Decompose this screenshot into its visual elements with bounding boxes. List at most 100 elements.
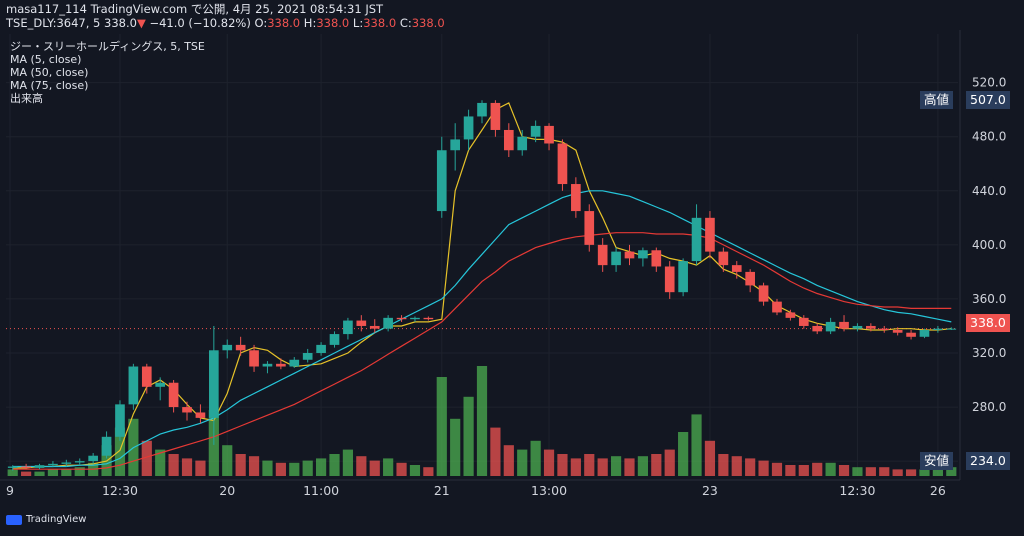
candle-body xyxy=(906,332,916,337)
candle-body xyxy=(302,352,313,360)
price-change: −41.0 (−10.82%) xyxy=(149,16,251,30)
candle-body xyxy=(383,317,393,329)
volume-bar xyxy=(476,366,488,476)
time-scale xyxy=(0,480,960,502)
candle-body xyxy=(678,261,688,293)
candle-body xyxy=(289,359,300,367)
candles xyxy=(7,100,957,471)
tradingview-logo-icon xyxy=(6,514,22,525)
volume-bar xyxy=(651,454,662,476)
volume-bar xyxy=(946,467,957,476)
volume-bar xyxy=(691,414,702,476)
x-tick-label: 11:00 xyxy=(303,483,339,498)
volume-bar xyxy=(624,458,635,476)
candle-body xyxy=(651,250,662,267)
volume-bar xyxy=(262,460,273,476)
volume-bar xyxy=(21,471,32,476)
volume-bar xyxy=(678,432,689,476)
candle-body xyxy=(34,465,45,468)
candle-body xyxy=(571,184,581,212)
volume-bar xyxy=(838,465,850,476)
high-label: H: xyxy=(303,16,317,30)
candle-body xyxy=(450,139,461,151)
low-label-tag: 安値 xyxy=(920,452,954,470)
candle-body xyxy=(477,102,487,117)
candle-body xyxy=(624,251,635,259)
volume-bar xyxy=(74,467,85,476)
candle-body xyxy=(785,312,796,318)
candle-body xyxy=(490,102,501,130)
tradingview-logo[interactable]: TradingView xyxy=(6,514,86,525)
volume-bar xyxy=(289,462,300,476)
candle-body xyxy=(182,407,192,413)
volume-bar xyxy=(664,449,675,476)
volume-bar xyxy=(570,458,581,476)
volume-bar xyxy=(905,469,917,476)
candle-body xyxy=(597,244,608,266)
volume-bar xyxy=(356,456,367,476)
candle-body xyxy=(812,325,823,332)
y-tick-label: 400.0 xyxy=(972,238,1006,252)
volume-bar xyxy=(517,449,528,476)
candle-body xyxy=(879,328,890,331)
candle-body xyxy=(933,328,943,331)
volume-bar xyxy=(396,462,407,476)
candle-body xyxy=(758,285,769,302)
last-price-tag: 338.0 xyxy=(966,314,1010,332)
ohlc-line: TSE_DLY:3647, 5 338.0▼ −41.0 (−10.82%) O… xyxy=(6,16,445,30)
legend-ma5[interactable]: MA (5, close) xyxy=(10,53,82,66)
candle-body xyxy=(276,363,286,367)
y-tick-label: 440.0 xyxy=(972,184,1006,198)
volume-bar xyxy=(222,445,233,476)
candle-body xyxy=(638,250,648,259)
candle-body xyxy=(691,217,702,262)
low-value: 338.0 xyxy=(363,16,397,30)
volume-bar xyxy=(557,454,568,476)
candle-body xyxy=(155,382,166,387)
tradingview-logo-text: TradingView xyxy=(26,514,87,525)
candle-body xyxy=(745,271,755,286)
candle-body xyxy=(530,125,541,137)
ma75-line xyxy=(12,232,952,470)
volume-bar xyxy=(798,465,809,476)
legend-volume[interactable]: 出来高 xyxy=(10,92,43,105)
candle-body xyxy=(503,129,514,151)
candle-body xyxy=(48,463,58,466)
legend-title[interactable]: ジー・スリーホールディングス, 5, TSE xyxy=(10,40,205,53)
legend-ma75[interactable]: MA (75, close) xyxy=(10,79,89,92)
publish-line: masa117_114 TradingView.com で公開, 4月 25, … xyxy=(6,2,384,16)
low-label: L: xyxy=(352,16,364,30)
volume-bar xyxy=(195,460,206,476)
volume-bar xyxy=(423,467,434,476)
volume-bar xyxy=(316,458,327,476)
y-tick-label: 280.0 xyxy=(972,400,1006,414)
volume-bar xyxy=(610,456,622,476)
legend-ma50[interactable]: MA (50, close) xyxy=(10,66,89,79)
candle-body xyxy=(88,455,98,462)
volume-bar xyxy=(758,460,769,476)
candle-body xyxy=(852,325,863,329)
candle-body xyxy=(168,382,179,408)
candle-body xyxy=(222,344,233,351)
candle-body xyxy=(611,251,621,266)
x-tick-label: 13:00 xyxy=(531,483,567,498)
candle-body xyxy=(517,136,528,151)
volume-bar xyxy=(302,460,313,476)
volume-bar xyxy=(248,456,260,476)
high-value-tag: 507.0 xyxy=(966,91,1010,109)
volume-bar xyxy=(369,460,380,476)
open-label: O: xyxy=(254,16,268,30)
volume-bar xyxy=(168,454,179,476)
volume-bar xyxy=(490,427,501,476)
volume-bar xyxy=(155,449,166,476)
indicator-legend: ジー・スリーホールディングス, 5, TSE MA (5, close) MA … xyxy=(10,40,205,105)
grid xyxy=(6,34,958,476)
candle-body xyxy=(101,436,112,456)
volume-bar xyxy=(865,467,876,476)
candle-body xyxy=(544,125,554,144)
volume-bar xyxy=(463,396,474,476)
low-value-tag: 234.0 xyxy=(966,452,1010,470)
candle-body xyxy=(21,466,31,468)
candle-body xyxy=(866,325,876,329)
